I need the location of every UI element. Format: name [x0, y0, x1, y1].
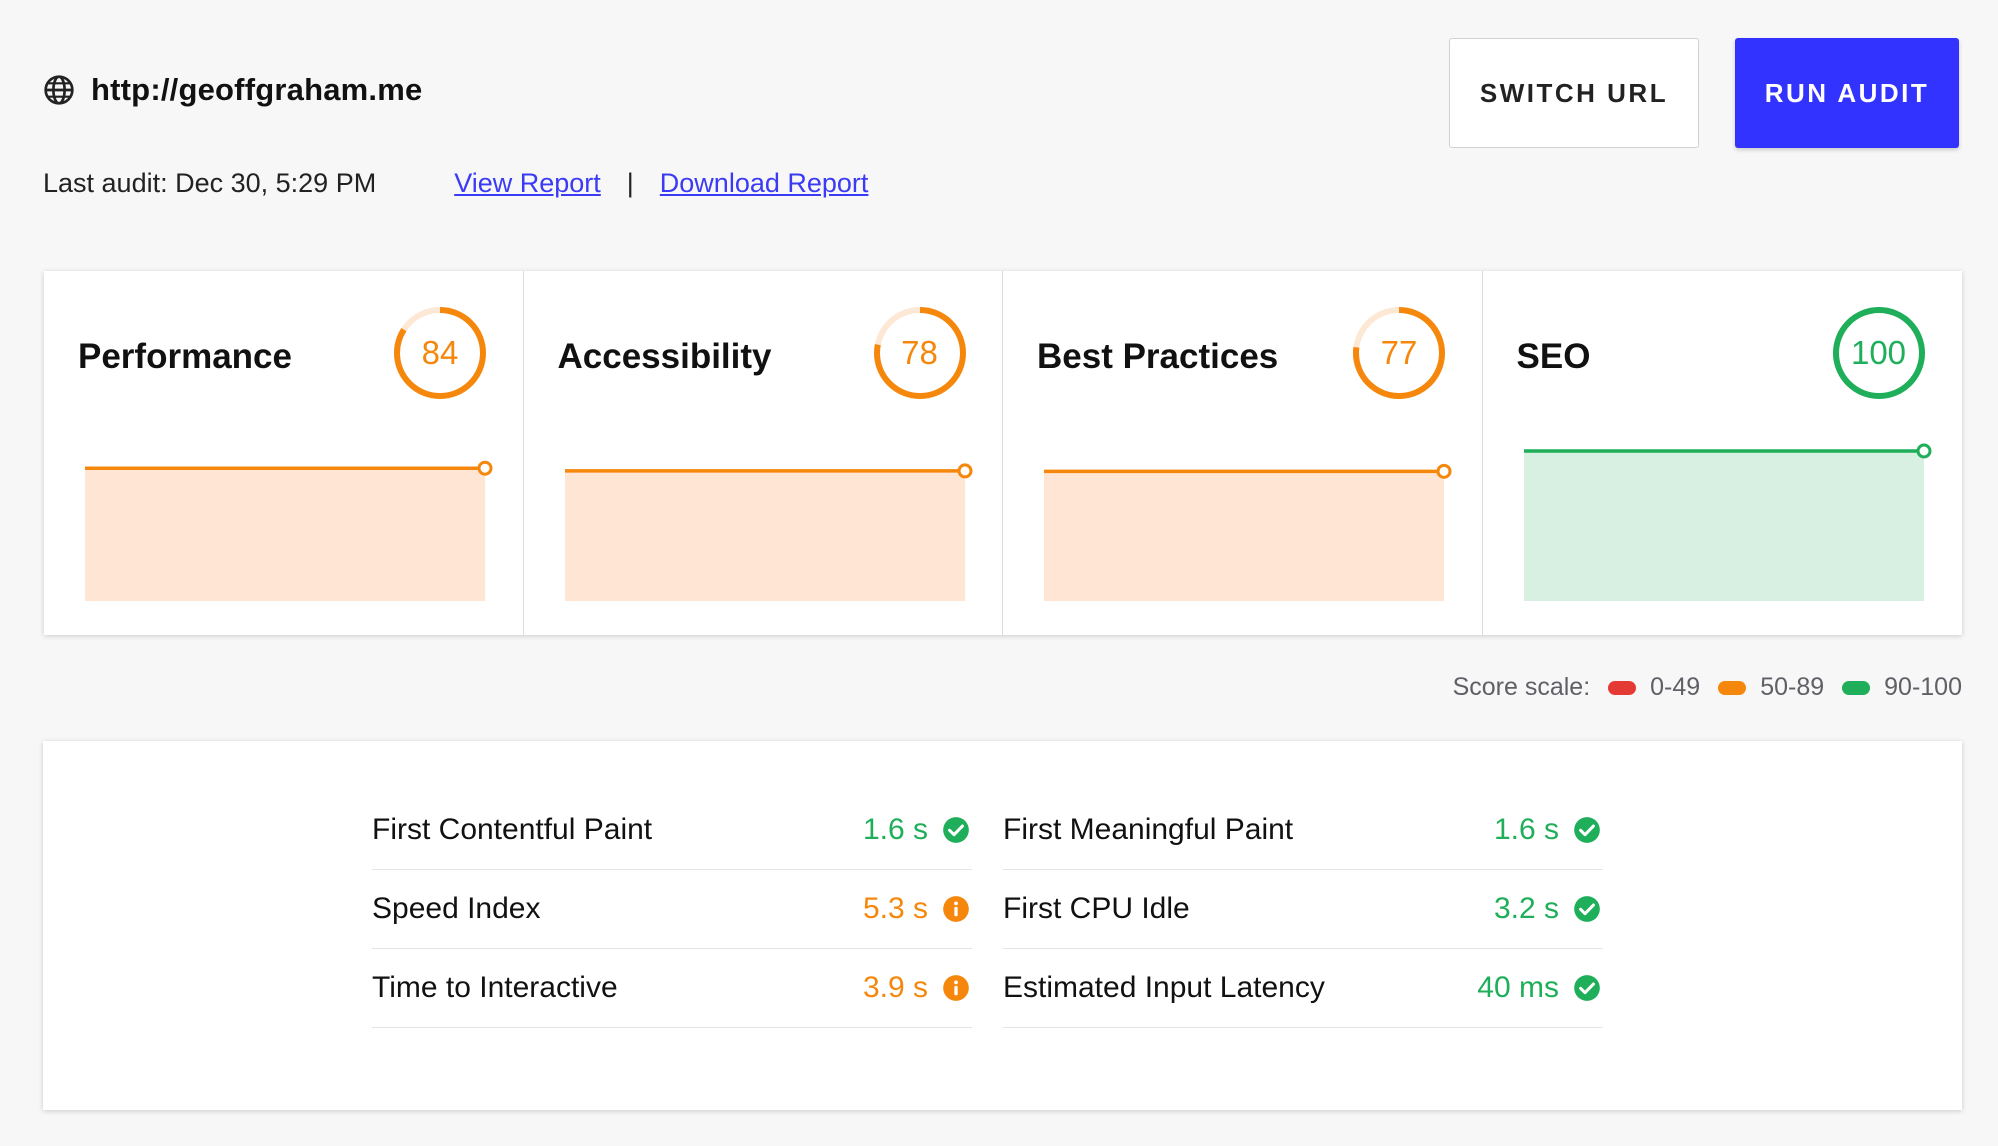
category-card-seo[interactable]: SEO 100 [1483, 271, 1963, 635]
metric-label: First CPU Idle [1003, 892, 1190, 925]
gauge-arc [394, 307, 486, 399]
metric-value: 40 ms [1477, 971, 1559, 1004]
category-scores-panel: Performance 84 Accessibility 78 Best Pra… [44, 271, 1962, 635]
score-scale-legend: Score scale: 0-49 50-89 90-100 [1453, 673, 1962, 702]
score-value: 100 [1850, 334, 1907, 371]
metric-label: First Contentful Paint [372, 813, 653, 846]
download-report-link[interactable]: Download Report [659, 168, 869, 198]
history-area [1523, 451, 1924, 601]
metric-row: First Contentful Paint 1.6 s [372, 791, 972, 870]
scale-swatch-red [1608, 680, 1637, 695]
check-circle-icon [1574, 896, 1600, 922]
history-point [1436, 463, 1452, 479]
last-audit-text: Last audit: Dec 30, 5:29 PM [43, 168, 377, 198]
metrics-panel: First Contentful Paint 1.6 s Speed Index… [43, 741, 1962, 1110]
metric-row: Speed Index 5.3 s [372, 870, 972, 949]
history-area [1044, 471, 1444, 601]
scale-swatch-orange [1718, 680, 1747, 695]
score-ring [873, 307, 966, 399]
gauge-arc [1353, 307, 1445, 399]
run-audit-button[interactable]: RUN AUDIT [1735, 38, 1959, 148]
scale-range-label: 50-89 [1760, 673, 1825, 701]
metrics-column-left: First Contentful Paint 1.6 s Speed Index… [372, 791, 972, 1028]
score-gauge: 78 [870, 303, 970, 403]
scale-range-label: 0-49 [1650, 673, 1701, 701]
metric-value: 5.3 s [862, 892, 928, 925]
category-card-best-practices[interactable]: Best Practices 77 [1003, 271, 1483, 635]
category-title: Best Practices [1037, 337, 1279, 376]
info-circle-icon [943, 896, 969, 922]
metric-row: First CPU Idle 3.2 s [1003, 870, 1603, 949]
gauge-arc [873, 307, 966, 399]
metric-value: 3.9 s [862, 971, 928, 1004]
score-value: 78 [901, 334, 938, 371]
category-title: Accessibility [557, 337, 772, 376]
metrics-column-right: First Meaningful Paint 1.6 s First CPU I… [1003, 791, 1603, 1028]
metric-value: 1.6 s [862, 813, 928, 846]
history-area [564, 470, 965, 601]
score-value: 77 [1380, 334, 1418, 371]
score-history-chart [85, 460, 493, 601]
view-report-link[interactable]: View Report [454, 168, 601, 198]
header: http://geoffgraham.me Last audit: Dec 30… [0, 0, 1998, 240]
category-title: SEO [1516, 337, 1591, 376]
score-scale-label: Score scale: [1452, 673, 1591, 701]
metric-value: 3.2 s [1493, 892, 1559, 925]
category-card-accessibility[interactable]: Accessibility 78 [524, 271, 1003, 635]
score-value: 84 [421, 334, 459, 371]
info-circle-icon [943, 975, 969, 1001]
history-point [477, 460, 493, 476]
switch-url-button[interactable]: SWITCH URL [1449, 38, 1699, 148]
metric-row: Time to Interactive 3.9 s [372, 949, 972, 1028]
history-area [85, 468, 485, 601]
score-gauge: 100 [1829, 303, 1929, 403]
history-point [957, 463, 972, 479]
site-url-row: http://geoffgraham.me [43, 72, 422, 108]
globe-icon [44, 75, 74, 105]
scale-swatch-green [1842, 680, 1871, 695]
site-url: http://geoffgraham.me [91, 72, 423, 107]
score-ring [1832, 307, 1925, 399]
metric-label: Time to Interactive [372, 971, 618, 1004]
score-history-chart [564, 463, 972, 601]
score-ring [1353, 307, 1445, 399]
audit-info-row: Last audit: Dec 30, 5:29 PM View Report … [43, 168, 868, 199]
score-ring [394, 307, 486, 399]
score-history-chart [1044, 463, 1452, 601]
gauge-arc [1832, 307, 1925, 399]
category-card-performance[interactable]: Performance 84 [44, 271, 524, 635]
check-circle-icon [943, 817, 969, 843]
history-point [1916, 443, 1931, 459]
check-circle-icon [1574, 817, 1600, 843]
scale-range-label: 90-100 [1884, 673, 1962, 701]
link-separator: | [626, 168, 634, 198]
metric-label: Speed Index [372, 892, 541, 925]
metric-label: First Meaningful Paint [1003, 813, 1294, 846]
metric-label: Estimated Input Latency [1003, 971, 1325, 1004]
category-title: Performance [78, 337, 292, 376]
metric-row: First Meaningful Paint 1.6 s [1003, 791, 1603, 870]
score-gauge: 77 [1349, 303, 1449, 403]
score-history-chart [1523, 443, 1931, 601]
check-circle-icon [1574, 975, 1600, 1001]
metric-value: 1.6 s [1493, 813, 1559, 846]
metric-row: Estimated Input Latency 40 ms [1003, 949, 1603, 1028]
score-gauge: 84 [390, 303, 490, 403]
